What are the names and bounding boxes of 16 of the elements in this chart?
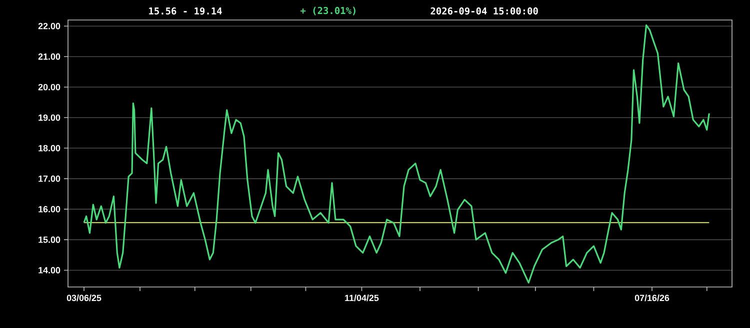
y-tick-label: 20.00 <box>38 84 60 90</box>
y-tick-label: 17.00 <box>38 175 60 182</box>
text: 2026-09-04 15:00:00 <box>430 7 538 15</box>
y-tick-label: 22.00 <box>38 22 60 30</box>
x-tick-label: 11/04/25 <box>345 294 379 302</box>
line-series <box>83 24 710 284</box>
y-tick-label: 16.00 <box>38 206 60 212</box>
text: 15.56 - 19.14 <box>149 7 222 15</box>
y-tick-label: 21.00 <box>38 53 60 60</box>
text: + (23.01%) <box>300 6 356 16</box>
y-tick-label: 15.00 <box>38 236 60 243</box>
x-tick-label: 03/06/25 <box>66 294 102 302</box>
x-tick-label: 07/16/26 <box>634 294 670 302</box>
y-tick-label: 14.00 <box>38 267 60 274</box>
y-tick-label: 19.00 <box>38 114 60 121</box>
y-tick-label: 18.00 <box>38 144 60 152</box>
